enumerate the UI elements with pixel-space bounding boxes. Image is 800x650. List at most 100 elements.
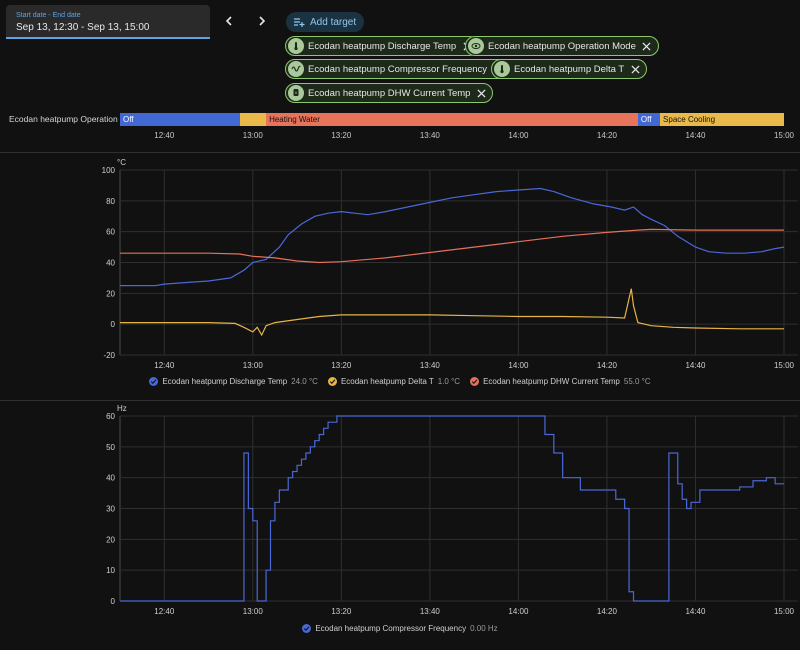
y-axis-unit-label: Hz bbox=[117, 404, 127, 413]
y-tick-label: 20 bbox=[106, 535, 115, 544]
close-icon[interactable] bbox=[642, 41, 652, 51]
target-chip-label: Ecodan heatpump Discharge Temp bbox=[308, 40, 457, 52]
water-boiler-icon bbox=[288, 85, 304, 101]
thermometer-icon bbox=[494, 61, 510, 77]
y-tick-label: 0 bbox=[111, 597, 116, 606]
target-chip-label: Ecodan heatpump Operation Mode bbox=[488, 40, 636, 52]
legend-series-name: Ecodan heatpump Discharge Temp bbox=[162, 377, 288, 386]
timeline-tick-label: 14:40 bbox=[685, 131, 706, 140]
section-divider bbox=[0, 400, 800, 401]
chevron-right-icon bbox=[259, 16, 266, 26]
y-tick-label: 30 bbox=[106, 505, 115, 514]
timeline-tick-label: 12:40 bbox=[154, 131, 175, 140]
legend-item[interactable]: Ecodan heatpump Compressor Frequency 0.00… bbox=[302, 624, 498, 633]
timeline-segment[interactable]: Off bbox=[637, 113, 661, 126]
series-line-1[interactable] bbox=[120, 288, 784, 337]
date-range-value: Sep 13, 12:30 - Sep 13, 15:00 bbox=[16, 22, 150, 33]
check-circle-icon bbox=[149, 377, 159, 386]
x-tick-label: 15:00 bbox=[774, 607, 795, 616]
y-tick-label: 80 bbox=[106, 197, 115, 206]
playlist-plus-icon bbox=[294, 18, 305, 27]
y-tick-label: 60 bbox=[106, 228, 115, 237]
legend-item[interactable]: Ecodan heatpump DHW Current Temp 55.0 °C bbox=[470, 377, 651, 386]
check-circle-icon bbox=[470, 377, 480, 386]
target-chip-dhw-current-temp[interactable]: Ecodan heatpump DHW Current Temp bbox=[285, 83, 494, 103]
frequency-chart-legend: Ecodan heatpump Compressor Frequency 0.00… bbox=[0, 624, 800, 633]
timeline-segment[interactable]: Off bbox=[120, 113, 240, 126]
section-divider bbox=[0, 152, 800, 153]
close-icon[interactable] bbox=[630, 64, 640, 74]
y-tick-label: 40 bbox=[106, 259, 115, 268]
series-line-0[interactable] bbox=[120, 187, 785, 287]
x-tick-label: 13:40 bbox=[420, 361, 441, 370]
close-icon[interactable] bbox=[476, 88, 486, 98]
x-tick-label: 13:20 bbox=[331, 361, 352, 370]
sine-wave-icon bbox=[288, 61, 304, 77]
x-tick-label: 13:40 bbox=[420, 607, 441, 616]
timeline-entity-label: Ecodan heatpump Operation Mo... bbox=[9, 114, 119, 124]
y-tick-label: 50 bbox=[106, 443, 115, 452]
add-target-button[interactable]: Add target bbox=[286, 12, 365, 32]
x-tick-label: 12:40 bbox=[154, 361, 175, 370]
x-tick-label: 13:00 bbox=[243, 607, 264, 616]
target-chip-delta-t[interactable]: Ecodan heatpump Delta T bbox=[491, 59, 648, 79]
series-line-0[interactable] bbox=[120, 415, 784, 602]
target-chip-label: Ecodan heatpump Compressor Frequency bbox=[308, 63, 488, 75]
timeline-tick-label: 14:00 bbox=[508, 131, 529, 140]
date-range-picker[interactable]: Start date - End date Sep 13, 12:30 - Se… bbox=[6, 5, 210, 39]
chevron-left-icon bbox=[225, 16, 232, 26]
x-tick-label: 12:40 bbox=[154, 607, 175, 616]
add-target-label: Add target bbox=[310, 16, 357, 28]
temperature-chart-legend: Ecodan heatpump Discharge Temp 24.0 °C Eco… bbox=[0, 377, 800, 386]
timeline-segment[interactable]: Space Cooling bbox=[660, 113, 784, 126]
previous-period-button[interactable] bbox=[219, 11, 239, 31]
legend-item[interactable]: Ecodan heatpump Discharge Temp 24.0 °C bbox=[149, 377, 318, 386]
target-chip-compressor-frequency[interactable]: Ecodan heatpump Compressor Frequency bbox=[285, 59, 511, 79]
target-chip-label: Ecodan heatpump Delta T bbox=[514, 63, 625, 75]
target-chip-label: Ecodan heatpump DHW Current Temp bbox=[308, 87, 471, 99]
legend-item[interactable]: Ecodan heatpump Delta T 1.0 °C bbox=[327, 377, 461, 386]
legend-current-value: 24.0 °C bbox=[291, 377, 318, 386]
x-tick-label: 13:00 bbox=[243, 361, 264, 370]
target-chip-operation-mode[interactable]: Ecodan heatpump Operation Mode bbox=[465, 36, 659, 56]
x-tick-label: 14:00 bbox=[508, 607, 529, 616]
timeline-segment[interactable] bbox=[239, 113, 267, 126]
x-tick-label: 15:00 bbox=[774, 361, 795, 370]
x-tick-label: 14:20 bbox=[597, 607, 618, 616]
series-line-2[interactable] bbox=[120, 228, 784, 264]
operation-mode-timeline: Off Heating Water Off Space Cooling bbox=[120, 113, 784, 126]
timeline-tick-label: 15:00 bbox=[773, 131, 795, 140]
y-tick-label: -20 bbox=[103, 351, 115, 360]
x-tick-label: 14:00 bbox=[508, 361, 529, 370]
next-period-button[interactable] bbox=[252, 11, 272, 31]
check-circle-icon bbox=[302, 624, 312, 633]
legend-series-name: Ecodan heatpump Compressor Frequency bbox=[315, 624, 467, 633]
y-tick-label: 0 bbox=[111, 320, 116, 329]
x-tick-label: 14:40 bbox=[685, 607, 706, 616]
timeline-tick-label: 13:40 bbox=[419, 131, 440, 140]
legend-current-value: 0.00 Hz bbox=[470, 624, 498, 633]
timeline-tick-label: 13:20 bbox=[331, 131, 352, 140]
legend-current-value: 55.0 °C bbox=[623, 377, 651, 386]
check-circle-icon bbox=[327, 377, 337, 386]
y-axis-unit-label: °C bbox=[117, 158, 126, 167]
eye-icon bbox=[468, 38, 484, 54]
legend-current-value: 1.0 °C bbox=[437, 377, 461, 386]
y-tick-label: 20 bbox=[106, 289, 115, 298]
legend-series-name: Ecodan heatpump Delta T bbox=[340, 377, 434, 386]
timeline-tick-label: 14:20 bbox=[596, 131, 617, 140]
y-tick-label: 40 bbox=[106, 474, 115, 483]
y-tick-label: 100 bbox=[102, 166, 116, 175]
legend-series-name: Ecodan heatpump DHW Current Temp bbox=[483, 377, 620, 386]
x-tick-label: 13:20 bbox=[331, 607, 352, 616]
timeline-segment[interactable]: Heating Water bbox=[266, 113, 638, 126]
y-tick-label: 60 bbox=[106, 412, 115, 421]
x-tick-label: 14:40 bbox=[685, 361, 706, 370]
target-chip-discharge-temp[interactable]: Ecodan heatpump Discharge Temp bbox=[285, 36, 480, 56]
thermometer-icon bbox=[288, 38, 304, 54]
timeline-tick-label: 13:00 bbox=[242, 131, 263, 140]
y-tick-label: 10 bbox=[106, 566, 115, 575]
x-tick-label: 14:20 bbox=[597, 361, 618, 370]
